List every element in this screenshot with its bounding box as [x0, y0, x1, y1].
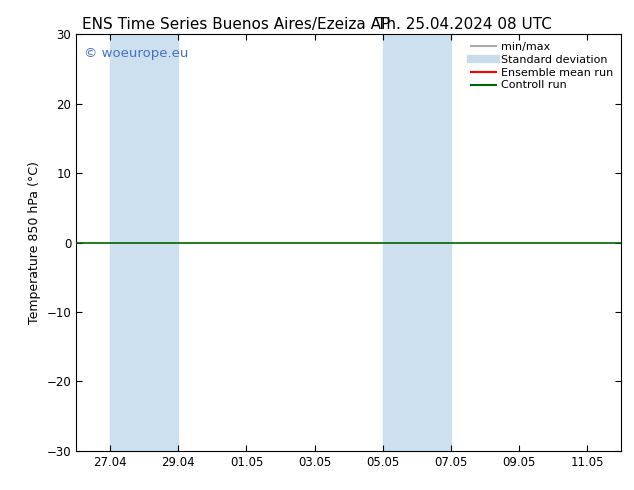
Legend: min/max, Standard deviation, Ensemble mean run, Controll run: min/max, Standard deviation, Ensemble me…: [469, 40, 616, 93]
Text: ENS Time Series Buenos Aires/Ezeiza AP: ENS Time Series Buenos Aires/Ezeiza AP: [82, 17, 391, 32]
Y-axis label: Temperature 850 hPa (°C): Temperature 850 hPa (°C): [28, 161, 41, 324]
Text: © woeurope.eu: © woeurope.eu: [84, 47, 189, 60]
Bar: [110, 34, 178, 451]
Text: Th. 25.04.2024 08 UTC: Th. 25.04.2024 08 UTC: [377, 17, 552, 32]
Bar: [383, 34, 451, 451]
